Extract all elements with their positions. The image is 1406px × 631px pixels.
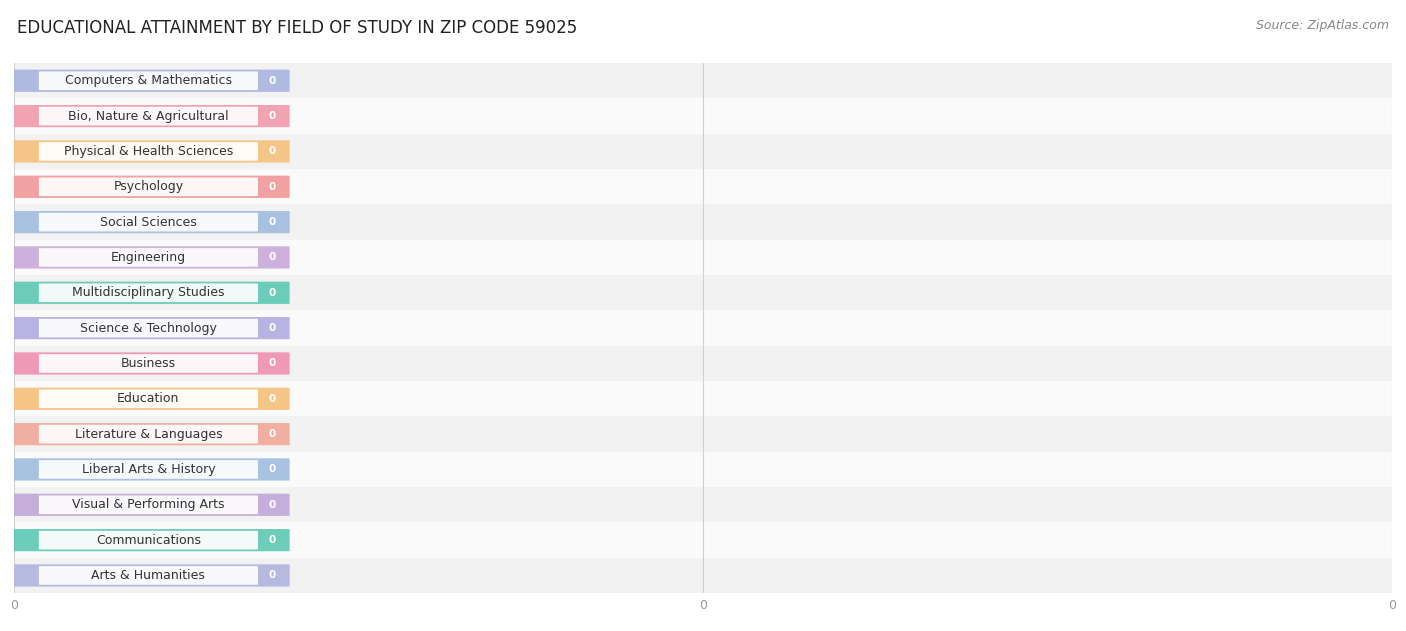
Text: Literature & Languages: Literature & Languages — [75, 428, 222, 440]
Text: 0: 0 — [269, 252, 276, 262]
FancyBboxPatch shape — [10, 493, 290, 516]
FancyBboxPatch shape — [39, 495, 257, 514]
Bar — [14, 381, 1392, 416]
FancyBboxPatch shape — [39, 107, 257, 126]
FancyBboxPatch shape — [39, 531, 257, 550]
Text: Arts & Humanities: Arts & Humanities — [91, 569, 205, 582]
FancyBboxPatch shape — [10, 529, 290, 551]
Bar — [14, 558, 1392, 593]
FancyBboxPatch shape — [39, 319, 257, 338]
Text: Psychology: Psychology — [114, 180, 183, 193]
Text: 0: 0 — [269, 394, 276, 404]
FancyBboxPatch shape — [10, 564, 290, 587]
Bar — [14, 98, 1392, 134]
Text: 0: 0 — [269, 500, 276, 510]
FancyBboxPatch shape — [10, 211, 290, 233]
FancyBboxPatch shape — [10, 387, 290, 410]
FancyBboxPatch shape — [39, 283, 257, 302]
Text: Engineering: Engineering — [111, 251, 186, 264]
Bar — [14, 63, 1392, 98]
Text: 0: 0 — [269, 535, 276, 545]
FancyBboxPatch shape — [39, 389, 257, 408]
Bar — [14, 416, 1392, 452]
Bar — [14, 240, 1392, 275]
Text: Education: Education — [117, 392, 180, 405]
FancyBboxPatch shape — [10, 175, 290, 198]
Text: Multidisciplinary Studies: Multidisciplinary Studies — [72, 286, 225, 299]
FancyBboxPatch shape — [39, 248, 257, 267]
Bar — [14, 275, 1392, 310]
Text: Computers & Mathematics: Computers & Mathematics — [65, 74, 232, 87]
Bar — [14, 487, 1392, 522]
Text: Science & Technology: Science & Technology — [80, 322, 217, 334]
Text: 0: 0 — [269, 182, 276, 192]
Text: 0: 0 — [269, 323, 276, 333]
FancyBboxPatch shape — [39, 71, 257, 90]
Text: 0: 0 — [269, 464, 276, 475]
Text: Business: Business — [121, 357, 176, 370]
FancyBboxPatch shape — [39, 425, 257, 444]
Text: Bio, Nature & Agricultural: Bio, Nature & Agricultural — [67, 110, 229, 122]
FancyBboxPatch shape — [10, 352, 290, 375]
FancyBboxPatch shape — [39, 566, 257, 585]
Text: 0: 0 — [269, 111, 276, 121]
FancyBboxPatch shape — [39, 354, 257, 373]
FancyBboxPatch shape — [10, 246, 290, 269]
Text: Source: ZipAtlas.com: Source: ZipAtlas.com — [1256, 19, 1389, 32]
FancyBboxPatch shape — [10, 458, 290, 481]
Text: 0: 0 — [269, 76, 276, 86]
FancyBboxPatch shape — [39, 460, 257, 479]
Bar — [14, 522, 1392, 558]
Bar — [14, 134, 1392, 169]
Text: 0: 0 — [269, 570, 276, 581]
Bar — [14, 169, 1392, 204]
Text: 0: 0 — [269, 358, 276, 369]
Text: Liberal Arts & History: Liberal Arts & History — [82, 463, 215, 476]
FancyBboxPatch shape — [10, 140, 290, 163]
Text: 0: 0 — [269, 217, 276, 227]
Text: 0: 0 — [269, 288, 276, 298]
Text: 0: 0 — [269, 146, 276, 156]
FancyBboxPatch shape — [10, 423, 290, 445]
Text: 0: 0 — [269, 429, 276, 439]
Bar — [14, 452, 1392, 487]
FancyBboxPatch shape — [10, 281, 290, 304]
Text: Visual & Performing Arts: Visual & Performing Arts — [72, 498, 225, 511]
FancyBboxPatch shape — [10, 105, 290, 127]
FancyBboxPatch shape — [10, 69, 290, 92]
FancyBboxPatch shape — [39, 142, 257, 161]
FancyBboxPatch shape — [10, 317, 290, 339]
FancyBboxPatch shape — [39, 213, 257, 232]
Text: Communications: Communications — [96, 534, 201, 546]
FancyBboxPatch shape — [39, 177, 257, 196]
Text: EDUCATIONAL ATTAINMENT BY FIELD OF STUDY IN ZIP CODE 59025: EDUCATIONAL ATTAINMENT BY FIELD OF STUDY… — [17, 19, 576, 37]
Text: Physical & Health Sciences: Physical & Health Sciences — [63, 145, 233, 158]
Bar — [14, 310, 1392, 346]
Bar — [14, 204, 1392, 240]
Bar — [14, 346, 1392, 381]
Text: Social Sciences: Social Sciences — [100, 216, 197, 228]
